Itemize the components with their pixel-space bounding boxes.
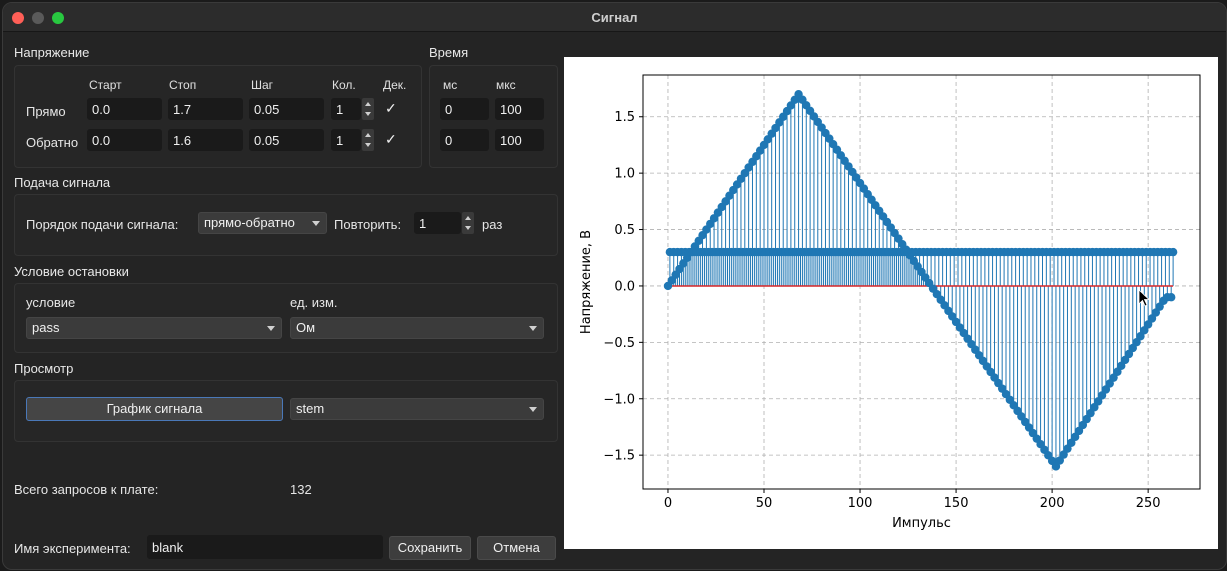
forward-dec-checkbox[interactable]: ✓ xyxy=(385,100,397,116)
forward-step-input[interactable]: 0.05 xyxy=(249,98,324,120)
title-bar: Сигнал xyxy=(3,3,1226,32)
repeat-label: Повторить: xyxy=(334,217,402,232)
unit-select-value: Ом xyxy=(296,320,316,335)
axes-frame xyxy=(642,74,1201,490)
experiment-name-label: Имя эксперимента: xyxy=(14,541,131,556)
x-tick-label: 250 xyxy=(1136,496,1161,511)
preview-section-title: Просмотр xyxy=(14,361,74,376)
signal-chart: 0 50 100 150 200 250 −1.5 −1.0 −0.5 0.0 0.5 1.0 1.5 И… xyxy=(579,74,1201,531)
repeat-spinbox[interactable]: 1 xyxy=(414,212,461,234)
y-tick-label: −0.5 xyxy=(603,336,635,351)
repeat-unit-label: раз xyxy=(482,217,503,232)
plot-type-select[interactable]: stem xyxy=(290,398,544,420)
row-forward-label: Прямо xyxy=(26,104,66,119)
mouse-cursor-icon xyxy=(1138,289,1151,307)
window-title: Сигнал xyxy=(591,10,638,25)
signal-feed-section-title: Подача сигнала xyxy=(14,175,111,190)
time-section-title: Время xyxy=(429,45,469,60)
plot-type-select-value: stem xyxy=(296,401,325,416)
reverse-stop-input[interactable]: 1.6 xyxy=(168,129,243,151)
voltage-header-step: Шаг xyxy=(251,78,274,92)
chevron-down-icon xyxy=(529,326,537,331)
y-tick-label: −1.0 xyxy=(603,392,635,407)
y-tick-label: 0.5 xyxy=(614,223,635,238)
order-select-value: прямо-обратно xyxy=(204,215,295,230)
forward-us-input[interactable]: 100 xyxy=(495,98,544,120)
repeat-stepper[interactable] xyxy=(462,212,474,234)
x-tick-label: 0 xyxy=(664,496,672,511)
plot-signal-button[interactable]: График сигнала xyxy=(26,397,283,421)
order-label: Порядок подачи сигнала: xyxy=(26,217,179,232)
voltage-header-count: Кол. xyxy=(332,78,356,92)
forward-stop-input[interactable]: 1.7 xyxy=(168,98,243,120)
condition-label: условие xyxy=(26,295,76,310)
unit-label: ед. изм. xyxy=(290,295,338,310)
forward-ms-input[interactable]: 0 xyxy=(440,98,489,120)
reverse-count-spinbox[interactable]: 1 xyxy=(331,129,361,151)
order-select[interactable]: прямо-обратно xyxy=(198,212,327,234)
reverse-us-input[interactable]: 100 xyxy=(495,129,544,151)
close-window-button[interactable] xyxy=(12,12,24,24)
forward-count-stepper[interactable] xyxy=(362,98,374,120)
reverse-step-input[interactable]: 0.05 xyxy=(249,129,324,151)
stem-marker xyxy=(1166,293,1176,302)
chevron-down-icon xyxy=(267,326,275,331)
y-tick-label: −1.5 xyxy=(603,449,635,464)
forward-count-spinbox[interactable]: 1 xyxy=(331,98,361,120)
save-button[interactable]: Сохранить xyxy=(389,536,471,560)
y-axis-label: Напряжение, В xyxy=(579,230,594,334)
chevron-down-icon xyxy=(529,407,537,412)
voltage-header-dec: Дек. xyxy=(383,78,407,92)
reverse-count-stepper[interactable] xyxy=(362,129,374,151)
reverse-start-input[interactable]: 0.0 xyxy=(87,129,162,151)
x-tick-label: 150 xyxy=(944,496,969,511)
requests-label: Всего запросов к плате: xyxy=(14,482,159,497)
x-tick-label: 50 xyxy=(756,496,773,511)
reverse-ms-input[interactable]: 0 xyxy=(440,129,489,151)
requests-value: 132 xyxy=(290,482,312,497)
experiment-name-input[interactable]: blank xyxy=(147,535,383,559)
signal-plot: 0 50 100 150 200 250 −1.5 −1.0 −0.5 0.0 0.5 1.0 1.5 И… xyxy=(564,57,1218,549)
stem-marker xyxy=(1168,247,1178,257)
voltage-section-title: Напряжение xyxy=(14,45,90,60)
time-header-ms: мс xyxy=(443,78,458,92)
x-tick-label: 100 xyxy=(848,496,873,511)
y-tick-label: 1.0 xyxy=(614,167,635,182)
voltage-header-start: Старт xyxy=(89,78,122,92)
unit-select[interactable]: Ом xyxy=(290,317,544,339)
maximize-window-button[interactable] xyxy=(52,12,64,24)
chevron-down-icon xyxy=(312,221,320,226)
x-axis-label: Импульс xyxy=(892,516,951,531)
stop-condition-section-title: Условие остановки xyxy=(14,264,129,279)
y-tick-label: 0.0 xyxy=(614,279,635,294)
x-tick-label: 200 xyxy=(1040,496,1065,511)
minimize-window-button[interactable] xyxy=(32,12,44,24)
voltage-header-stop: Стоп xyxy=(169,78,197,92)
reverse-dec-checkbox[interactable]: ✓ xyxy=(385,131,397,147)
time-header-us: мкс xyxy=(496,78,516,92)
forward-start-input[interactable]: 0.0 xyxy=(87,98,162,120)
row-reverse-label: Обратно xyxy=(26,135,79,150)
condition-select[interactable]: pass xyxy=(26,317,282,339)
y-tick-label: 1.5 xyxy=(614,110,635,125)
cancel-button[interactable]: Отмена xyxy=(477,536,556,560)
condition-select-value: pass xyxy=(32,320,60,335)
